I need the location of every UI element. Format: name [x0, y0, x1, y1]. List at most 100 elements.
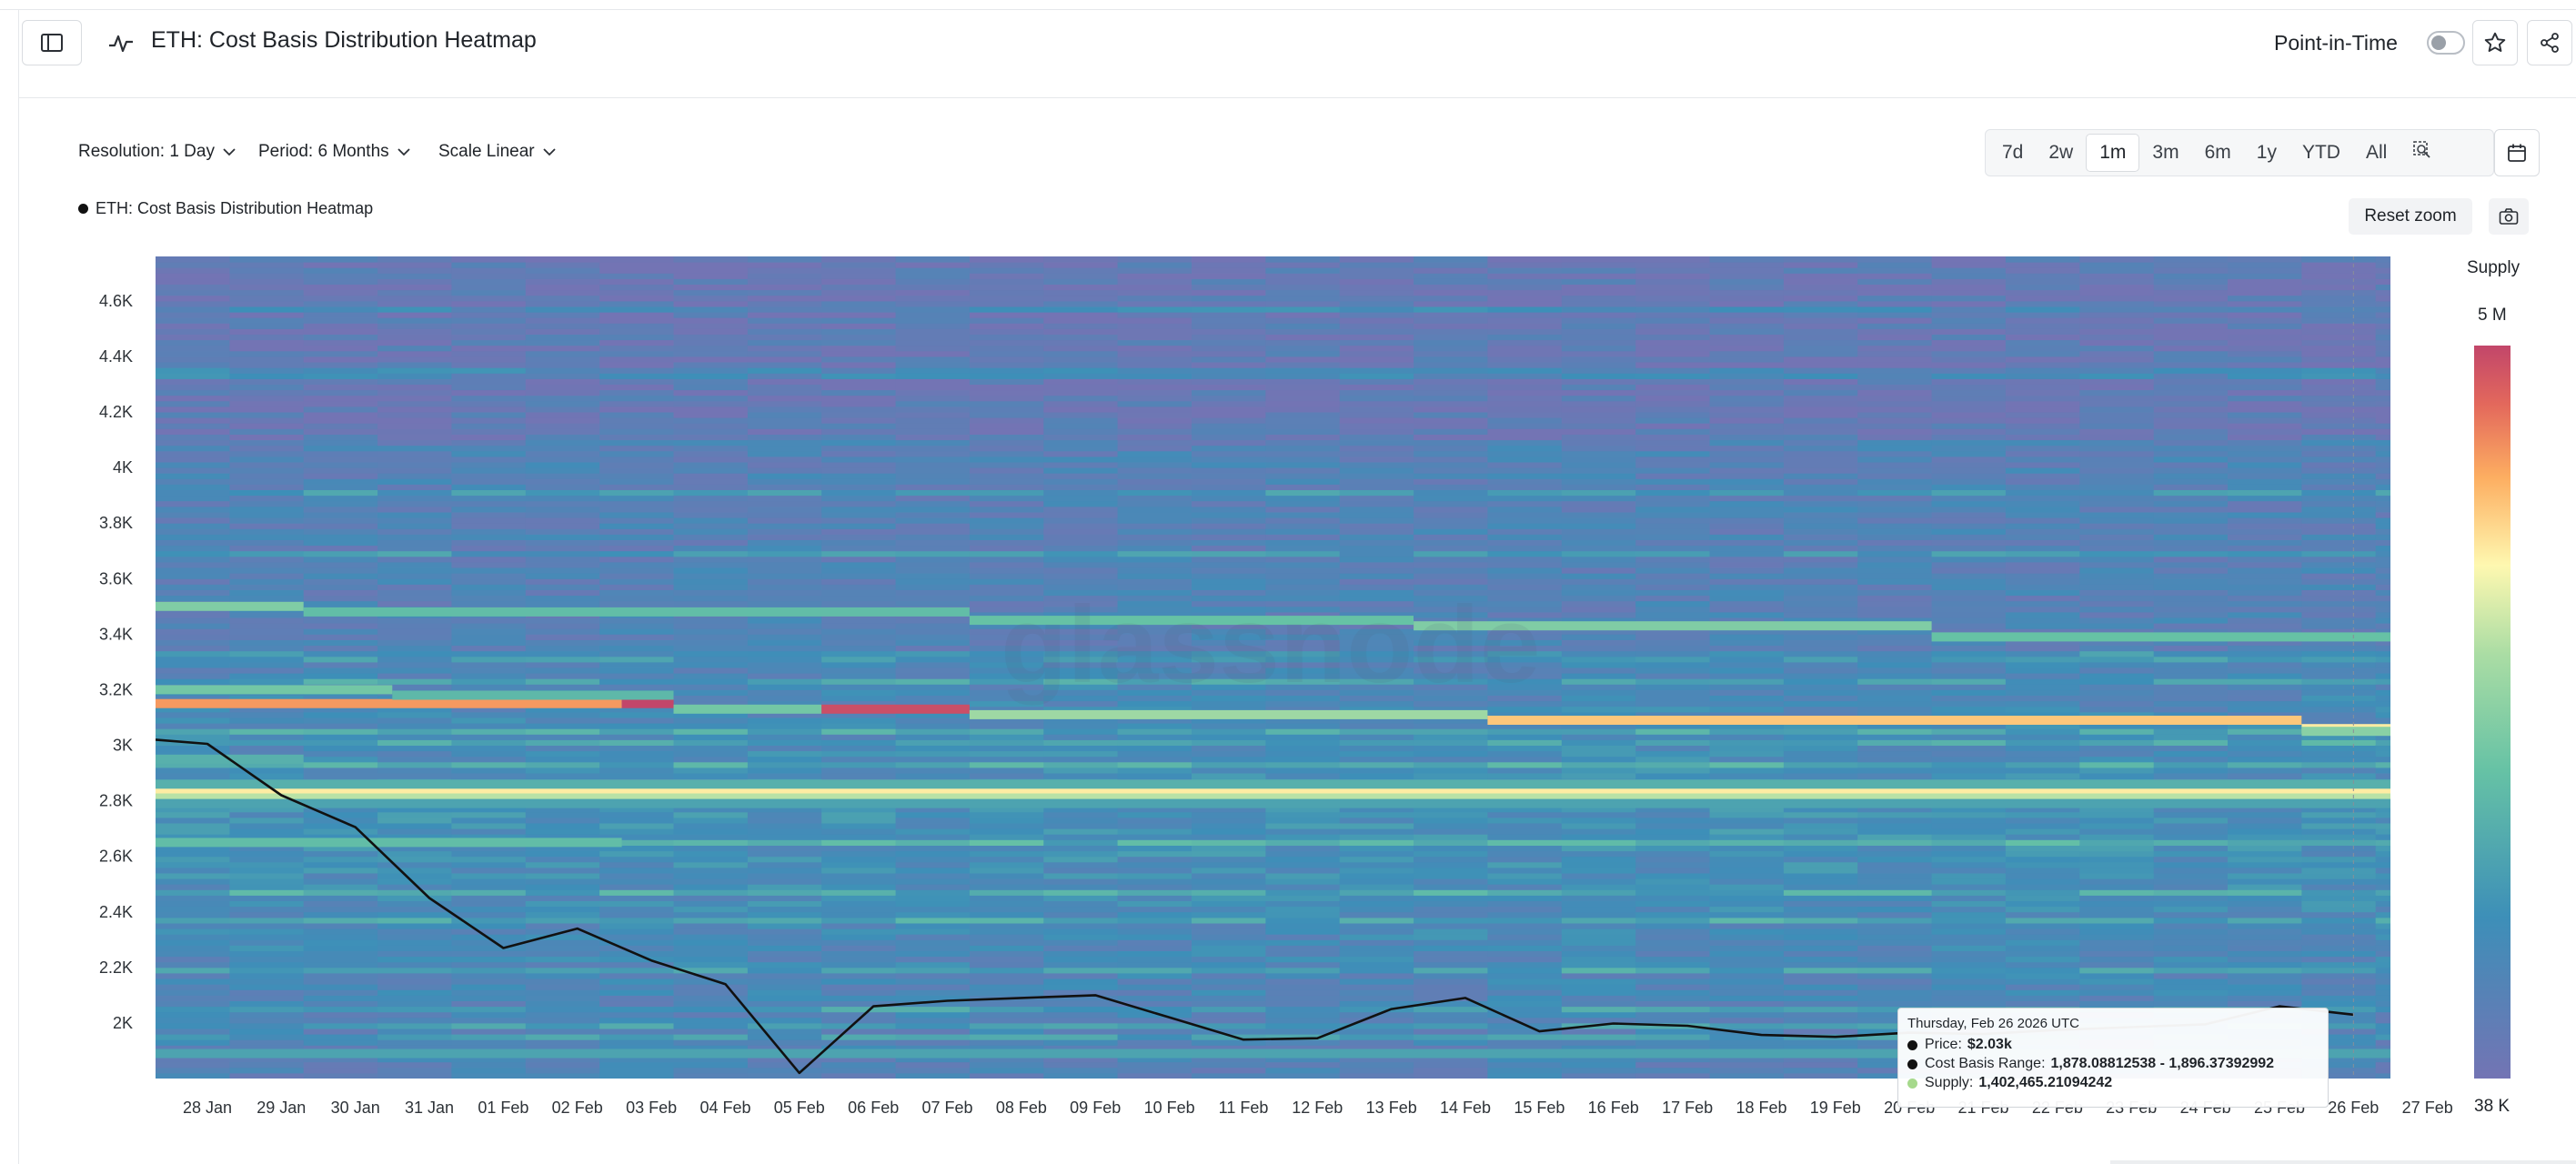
heatmap-cell [1192, 412, 1266, 418]
heatmap-cell [156, 517, 230, 524]
heatmap-cell [2079, 961, 2155, 968]
heatmap-cell [1117, 489, 1192, 497]
heatmap-cell [1783, 900, 1858, 908]
range-6m[interactable]: 6m [2204, 142, 2231, 163]
heatmap-cell [1339, 889, 1414, 896]
heatmap-cell [156, 761, 230, 768]
heatmap-cell [1192, 956, 1266, 963]
range-2w[interactable]: 2w [2048, 142, 2074, 163]
heatmap-cell [303, 600, 378, 607]
heatmap-cell [451, 1006, 527, 1013]
heatmap-cell [156, 711, 230, 718]
reset-zoom-button[interactable]: Reset zoom [2349, 198, 2472, 235]
heatmap-cell [1857, 861, 1933, 868]
heatmap-cell [1561, 917, 1636, 924]
heatmap-cell [1339, 600, 1414, 607]
heatmap-cell [673, 284, 749, 291]
heatmap-cell [1783, 967, 1858, 974]
heatmap-cell [525, 561, 600, 568]
heatmap-cell [821, 984, 897, 990]
heatmap-cell [747, 961, 822, 968]
heatmap-cell [1783, 673, 1858, 679]
heatmap-cell [969, 273, 1044, 279]
date-picker-button[interactable] [2494, 129, 2540, 176]
heatmap-cell [303, 717, 378, 724]
heatmap-cell [599, 362, 675, 368]
heatmap-cell [2375, 689, 2390, 696]
heatmap-cell [2153, 995, 2229, 1001]
heatmap-cell [377, 1067, 453, 1074]
period-dropdown[interactable]: Period: 6 Months [258, 142, 411, 162]
heatmap-cell [1709, 323, 1785, 329]
heatmap-cell [2375, 350, 2390, 357]
heatmap-cell [451, 939, 527, 946]
favorite-button[interactable] [2472, 20, 2518, 65]
screenshot-button[interactable] [2489, 198, 2529, 235]
heatmap-cell [451, 456, 527, 463]
heatmap-cell [2228, 495, 2302, 502]
heatmap-cell [1931, 811, 2007, 818]
heatmap-cell [2079, 861, 2155, 868]
heatmap-cell [1043, 1006, 1119, 1013]
heatmap-cell [821, 378, 897, 385]
scale-dropdown[interactable]: Scale Linear [438, 142, 557, 162]
heatmap-cell [821, 578, 897, 585]
sidebar-toggle-button[interactable] [22, 20, 82, 65]
heatmap-cell [1561, 323, 1636, 329]
heatmap-cell [1414, 578, 1489, 585]
heatmap-cell [525, 1056, 600, 1063]
heatmap-cell [895, 445, 971, 452]
heatmap-cell [1414, 689, 1489, 696]
heatmap-cell [1414, 1017, 1489, 1024]
heatmap-cell [377, 450, 453, 457]
horizontal-scrollbar[interactable] [2110, 1160, 2576, 1164]
y-tick-label: 3.2K [99, 680, 133, 698]
heatmap-cell [156, 939, 230, 946]
heatmap-cell [673, 906, 749, 913]
range-3m[interactable]: 3m [2152, 142, 2179, 163]
heatmap-cell [1117, 739, 1192, 746]
heatmap-cell [156, 389, 230, 396]
heatmap-cell [2375, 917, 2390, 924]
heatmap-cell [1339, 256, 1414, 263]
heatmap-cell [2375, 806, 2390, 813]
heatmap-cell [2079, 523, 2155, 529]
range-1y[interactable]: 1y [2256, 142, 2277, 163]
heatmap-cell [2301, 578, 2377, 585]
heatmap-cell [1117, 817, 1192, 824]
range-all[interactable]: All [2365, 142, 2388, 163]
heatmap-cell [377, 539, 453, 547]
heatmap-cell [1931, 445, 2007, 452]
range-ytd[interactable]: YTD [2301, 142, 2340, 163]
heatmap-cell [2301, 445, 2377, 452]
legend-entry[interactable]: ETH: Cost Basis Distribution Heatmap [78, 199, 373, 218]
heatmap-cell [156, 923, 230, 929]
heatmap-cell [1635, 923, 1711, 929]
heatmap-cell [1857, 334, 1933, 341]
heatmap-cell [821, 528, 897, 535]
range-1m[interactable]: 1m [2086, 134, 2140, 172]
heatmap-cell [1857, 534, 1933, 540]
range-7d[interactable]: 7d [2002, 142, 2024, 163]
resolution-dropdown[interactable]: Resolution: 1 Day [78, 142, 236, 162]
heatmap-cell [2153, 817, 2229, 824]
zoom-select-button[interactable] [2400, 133, 2445, 173]
heatmap-cell [2005, 484, 2080, 490]
heatmap-cell [1561, 550, 1636, 557]
heatmap-cell [1561, 523, 1636, 529]
point-in-time-toggle[interactable] [2427, 31, 2465, 55]
share-button[interactable] [2527, 20, 2572, 65]
heatmap-cell [1857, 595, 1933, 602]
heatmap-cell [1783, 595, 1858, 602]
heatmap-cell [1339, 873, 1414, 879]
heatmap-cell [1783, 917, 1858, 924]
heatmap-cell [229, 750, 305, 758]
heatmap-cell [673, 811, 749, 818]
heatmap-cell [599, 817, 675, 824]
heatmap-cell [2375, 284, 2390, 291]
heatmap-cell [1487, 861, 1563, 868]
heatmap-cell [747, 1034, 822, 1040]
heatmap-cell [747, 861, 822, 868]
heatmap-cell [303, 856, 378, 863]
